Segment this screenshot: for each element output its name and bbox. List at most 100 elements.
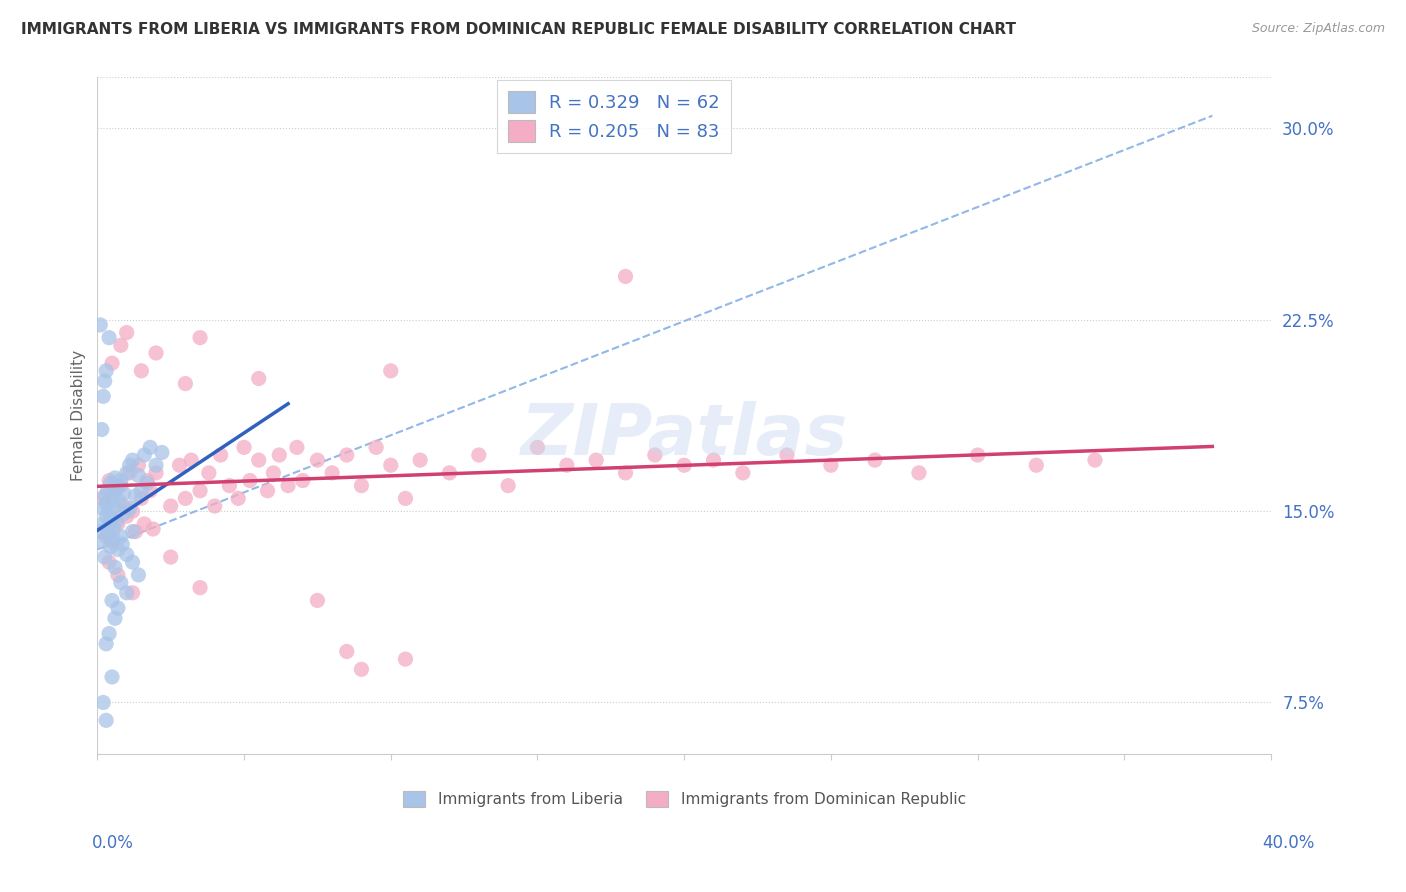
Point — [89, 318, 111, 332]
Point — [103, 522, 125, 536]
Point — [112, 499, 135, 513]
Point — [134, 516, 156, 531]
Point — [124, 489, 146, 503]
Point — [96, 714, 118, 728]
Point — [204, 499, 226, 513]
Point — [364, 441, 387, 455]
Point — [115, 548, 138, 562]
Point — [350, 662, 373, 676]
Point — [820, 458, 842, 473]
Point — [159, 499, 181, 513]
Point — [131, 364, 153, 378]
Point — [91, 491, 114, 506]
Point — [110, 478, 132, 492]
Point — [110, 474, 132, 488]
Point — [115, 326, 138, 340]
Point — [98, 626, 121, 640]
Point — [118, 466, 141, 480]
Point — [93, 374, 115, 388]
Point — [1025, 458, 1047, 473]
Point — [380, 364, 402, 378]
Point — [145, 466, 167, 480]
Point — [90, 534, 112, 549]
Point — [127, 568, 149, 582]
Point — [291, 474, 314, 488]
Point — [198, 466, 221, 480]
Point — [136, 474, 159, 488]
Point — [269, 448, 291, 462]
Point — [107, 542, 129, 557]
Point — [101, 534, 124, 549]
Text: 40.0%: 40.0% — [1263, 834, 1315, 852]
Point — [174, 491, 197, 506]
Point — [98, 555, 121, 569]
Point — [209, 448, 232, 462]
Point — [262, 466, 284, 480]
Legend: Immigrants from Liberia, Immigrants from Dominican Republic: Immigrants from Liberia, Immigrants from… — [396, 785, 972, 814]
Point — [110, 575, 132, 590]
Point — [101, 512, 124, 526]
Point — [111, 537, 134, 551]
Point — [96, 637, 118, 651]
Point — [97, 527, 120, 541]
Point — [112, 507, 135, 521]
Point — [91, 389, 114, 403]
Point — [247, 371, 270, 385]
Point — [131, 483, 153, 498]
Point — [439, 466, 461, 480]
Point — [169, 458, 191, 473]
Point — [1084, 453, 1107, 467]
Point — [908, 466, 931, 480]
Point — [277, 478, 299, 492]
Point — [218, 478, 240, 492]
Point — [89, 524, 111, 539]
Point — [91, 516, 114, 531]
Point — [98, 504, 121, 518]
Point — [115, 466, 138, 480]
Point — [394, 491, 416, 506]
Point — [350, 478, 373, 492]
Point — [105, 481, 128, 495]
Point — [98, 474, 121, 488]
Point — [93, 550, 115, 565]
Point — [118, 501, 141, 516]
Point — [121, 524, 143, 539]
Point — [121, 586, 143, 600]
Point — [96, 530, 118, 544]
Point — [110, 530, 132, 544]
Point — [112, 486, 135, 500]
Point — [233, 441, 256, 455]
Point — [101, 356, 124, 370]
Point — [394, 652, 416, 666]
Text: Source: ZipAtlas.com: Source: ZipAtlas.com — [1251, 22, 1385, 36]
Point — [100, 476, 122, 491]
Point — [98, 331, 121, 345]
Point — [585, 453, 607, 467]
Point — [127, 468, 149, 483]
Point — [336, 448, 359, 462]
Point — [124, 524, 146, 539]
Point — [336, 644, 359, 658]
Point — [256, 483, 278, 498]
Point — [104, 483, 127, 498]
Point — [188, 331, 211, 345]
Point — [142, 522, 165, 536]
Text: 0.0%: 0.0% — [91, 834, 134, 852]
Point — [174, 376, 197, 391]
Point — [103, 532, 125, 546]
Point — [614, 269, 637, 284]
Point — [145, 346, 167, 360]
Point — [107, 516, 129, 531]
Point — [966, 448, 988, 462]
Point — [105, 514, 128, 528]
Point — [380, 458, 402, 473]
Point — [136, 476, 159, 491]
Point — [307, 593, 329, 607]
Point — [321, 466, 343, 480]
Y-axis label: Female Disability: Female Disability — [72, 350, 86, 481]
Point — [104, 560, 127, 574]
Point — [104, 611, 127, 625]
Text: IMMIGRANTS FROM LIBERIA VS IMMIGRANTS FROM DOMINICAN REPUBLIC FEMALE DISABILITY : IMMIGRANTS FROM LIBERIA VS IMMIGRANTS FR… — [21, 22, 1017, 37]
Point — [121, 555, 143, 569]
Point — [731, 466, 754, 480]
